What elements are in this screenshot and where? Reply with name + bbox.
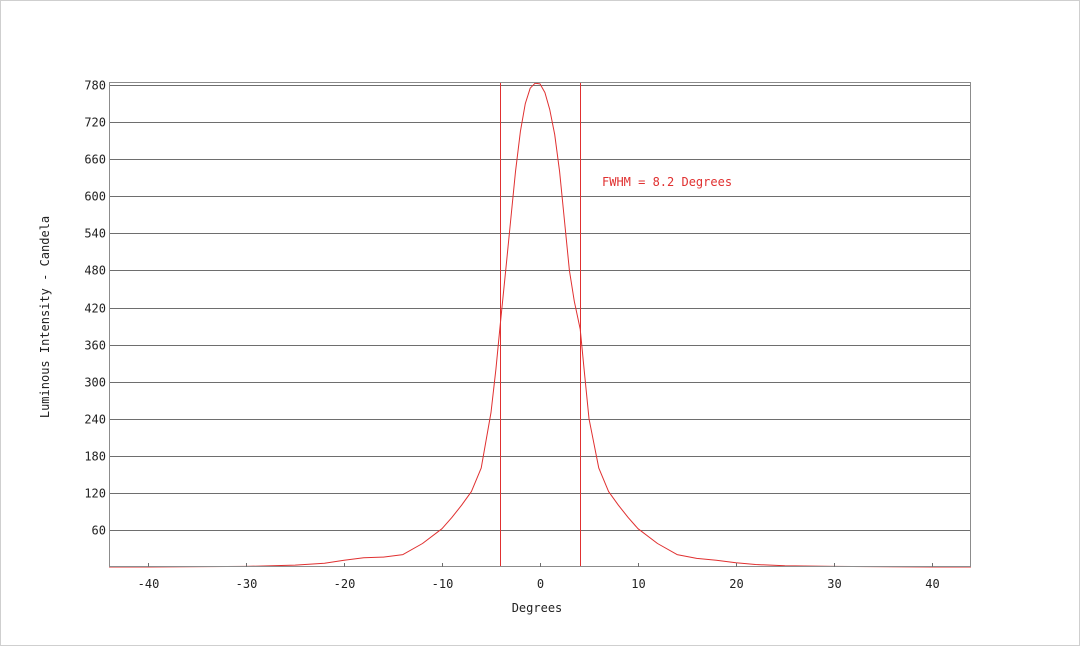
x-tick-label: 10 — [631, 577, 645, 591]
x-tick-label: 0 — [537, 577, 544, 591]
y-tick-label: 300 — [84, 376, 106, 390]
y-tick-label: 720 — [84, 116, 106, 130]
x-tick-label: 20 — [729, 577, 743, 591]
x-tick-label: -10 — [432, 577, 454, 591]
y-tick-label: 480 — [84, 264, 106, 278]
fwhm-annotation: FWHM = 8.2 Degrees — [602, 175, 732, 189]
y-tick-label: 660 — [84, 153, 106, 167]
x-tick-label: -20 — [334, 577, 356, 591]
y-axis-ticks: 60 120 180 240 300 360 420 480 540 600 660 720 780 — [84, 79, 106, 538]
y-axis-title: Luminous Intensity - Candela — [38, 216, 52, 418]
y-tick-label: 420 — [84, 302, 106, 316]
x-tick-label: -40 — [138, 577, 160, 591]
x-axis-title: Degrees — [512, 601, 563, 615]
y-tick-label: 60 — [92, 524, 106, 538]
y-tick-label: 540 — [84, 227, 106, 241]
y-tick-label: 180 — [84, 450, 106, 464]
y-tick-label: 240 — [84, 413, 106, 427]
y-tick-label: 780 — [84, 79, 106, 93]
x-tick-label: -30 — [236, 577, 258, 591]
x-tick-label: 30 — [827, 577, 841, 591]
y-tick-label: 120 — [84, 487, 106, 501]
intensity-curve — [109, 82, 971, 568]
series — [109, 82, 971, 568]
plot-area — [109, 82, 971, 567]
y-tick-label: 360 — [84, 339, 106, 353]
x-tick-label: 40 — [925, 577, 939, 591]
x-axis-ticks: -40 -30 -20 -10 0 10 20 30 40 — [138, 563, 940, 591]
grid — [109, 85, 971, 531]
y-tick-label: 600 — [84, 190, 106, 204]
